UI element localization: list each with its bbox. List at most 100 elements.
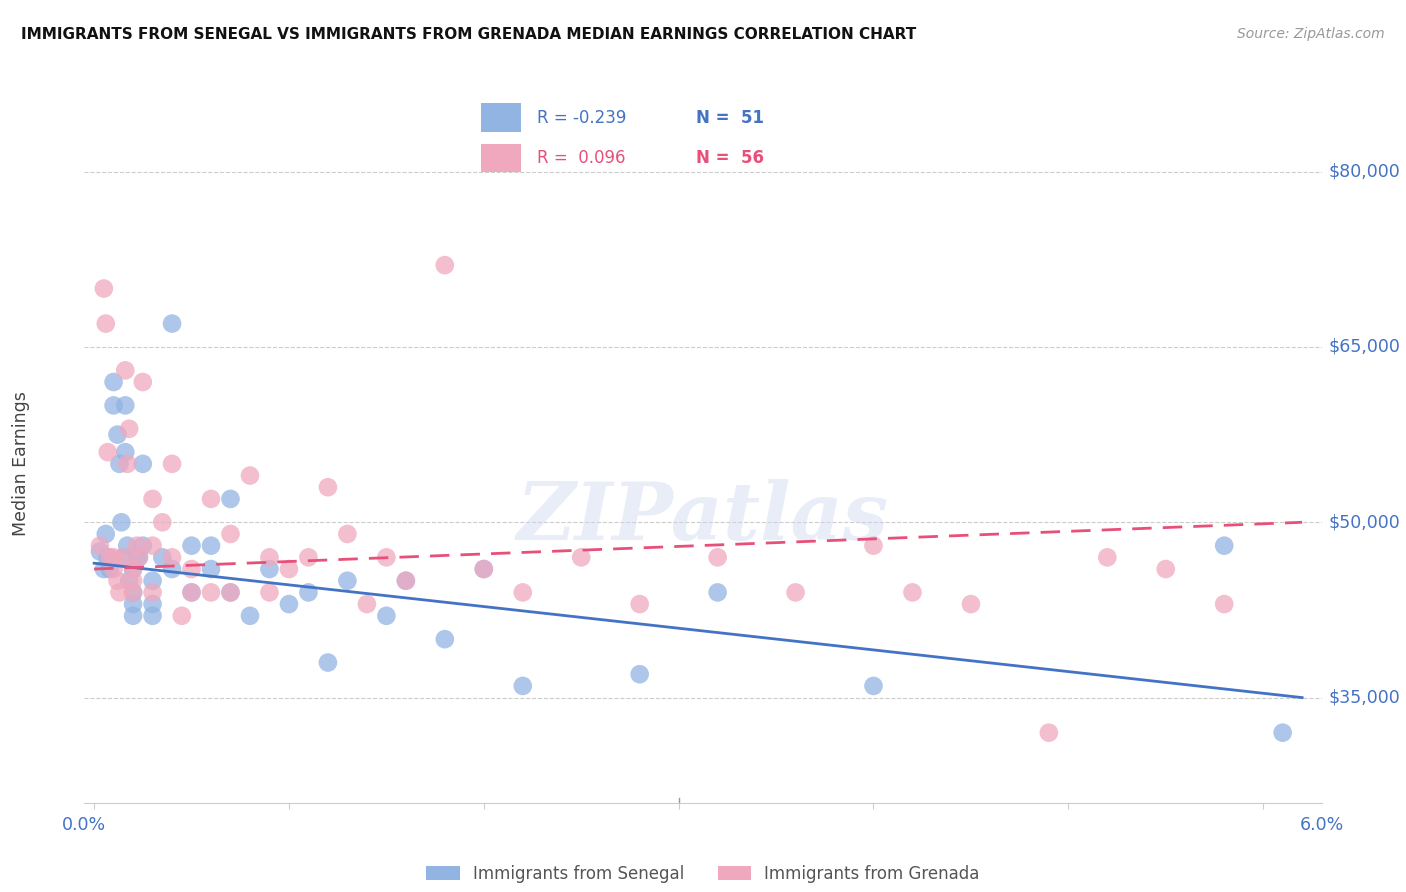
Point <box>142 608 165 623</box>
Point <box>375 550 398 565</box>
Point <box>297 585 319 599</box>
Point <box>93 281 115 295</box>
Text: Median Earnings: Median Earnings <box>13 392 30 536</box>
Point <box>160 550 183 565</box>
Point <box>98 562 121 576</box>
Point <box>200 562 222 576</box>
Point <box>132 375 155 389</box>
Point <box>200 539 222 553</box>
Point <box>1271 725 1294 739</box>
Point <box>316 656 339 670</box>
Point <box>132 457 155 471</box>
Point <box>433 258 456 272</box>
Text: Source: ZipAtlas.com: Source: ZipAtlas.com <box>1237 27 1385 41</box>
Point <box>122 562 145 576</box>
Point <box>200 491 222 506</box>
Point <box>259 585 281 599</box>
Point <box>433 632 456 647</box>
Point <box>115 539 138 553</box>
Text: IMMIGRANTS FROM SENEGAL VS IMMIGRANTS FROM GRENADA MEDIAN EARNINGS CORRELATION C: IMMIGRANTS FROM SENEGAL VS IMMIGRANTS FR… <box>21 27 917 42</box>
Point <box>785 585 807 599</box>
Text: $35,000: $35,000 <box>1329 689 1400 706</box>
Point <box>356 597 378 611</box>
Point <box>336 574 359 588</box>
Point <box>115 457 138 471</box>
Point <box>89 539 111 553</box>
Point <box>336 527 359 541</box>
Point <box>170 608 193 623</box>
Point <box>160 457 183 471</box>
Point <box>395 574 418 588</box>
Text: R =  0.096: R = 0.096 <box>537 149 626 167</box>
Point <box>219 491 242 506</box>
Point <box>862 679 884 693</box>
Point <box>142 491 165 506</box>
Point <box>118 422 141 436</box>
Bar <box>481 103 520 132</box>
Point <box>180 585 202 599</box>
Point <box>219 585 242 599</box>
Text: $50,000: $50,000 <box>1329 513 1400 532</box>
Point <box>297 550 319 565</box>
Text: 6.0%: 6.0% <box>1299 816 1344 834</box>
Text: R = -0.239: R = -0.239 <box>537 109 627 127</box>
Point <box>278 562 301 576</box>
Point <box>316 480 339 494</box>
Point <box>114 398 136 412</box>
Point <box>108 585 131 599</box>
Point <box>94 317 117 331</box>
Point <box>103 375 125 389</box>
Point <box>108 457 131 471</box>
Point <box>706 550 728 565</box>
Point <box>960 597 983 611</box>
Bar <box>481 144 520 172</box>
Point <box>122 597 145 611</box>
Point <box>1097 550 1119 565</box>
Point <box>97 550 120 565</box>
Point <box>132 539 155 553</box>
Point <box>706 585 728 599</box>
Point <box>219 585 242 599</box>
Point <box>395 574 418 588</box>
Point <box>112 550 135 565</box>
Point <box>142 539 165 553</box>
Point <box>239 468 262 483</box>
Point <box>89 544 111 558</box>
Point <box>200 585 222 599</box>
Point <box>1213 539 1236 553</box>
Point <box>219 527 242 541</box>
Point <box>97 445 120 459</box>
Point <box>278 597 301 611</box>
Text: $65,000: $65,000 <box>1329 338 1400 356</box>
Point <box>150 550 173 565</box>
Point <box>1038 725 1060 739</box>
Point <box>160 317 183 331</box>
Point <box>122 574 145 588</box>
Point <box>1213 597 1236 611</box>
Point <box>114 363 136 377</box>
Point <box>128 550 150 565</box>
Point <box>122 608 145 623</box>
Point <box>628 667 651 681</box>
Point <box>122 562 145 576</box>
Point <box>103 398 125 412</box>
Point <box>125 539 148 553</box>
Legend: Immigrants from Senegal, Immigrants from Grenada: Immigrants from Senegal, Immigrants from… <box>419 858 987 889</box>
Point <box>110 516 132 530</box>
Point <box>142 585 165 599</box>
Point <box>103 550 125 565</box>
Point <box>142 597 165 611</box>
Point <box>180 539 202 553</box>
Point <box>94 527 117 541</box>
Point <box>118 574 141 588</box>
Point <box>512 585 534 599</box>
Text: N =  51: N = 51 <box>696 109 763 127</box>
Point <box>239 608 262 623</box>
Point <box>93 562 115 576</box>
Point <box>1154 562 1177 576</box>
Point <box>569 550 592 565</box>
Point <box>160 562 183 576</box>
Point <box>107 427 129 442</box>
Text: $80,000: $80,000 <box>1329 162 1400 181</box>
Point <box>150 516 173 530</box>
